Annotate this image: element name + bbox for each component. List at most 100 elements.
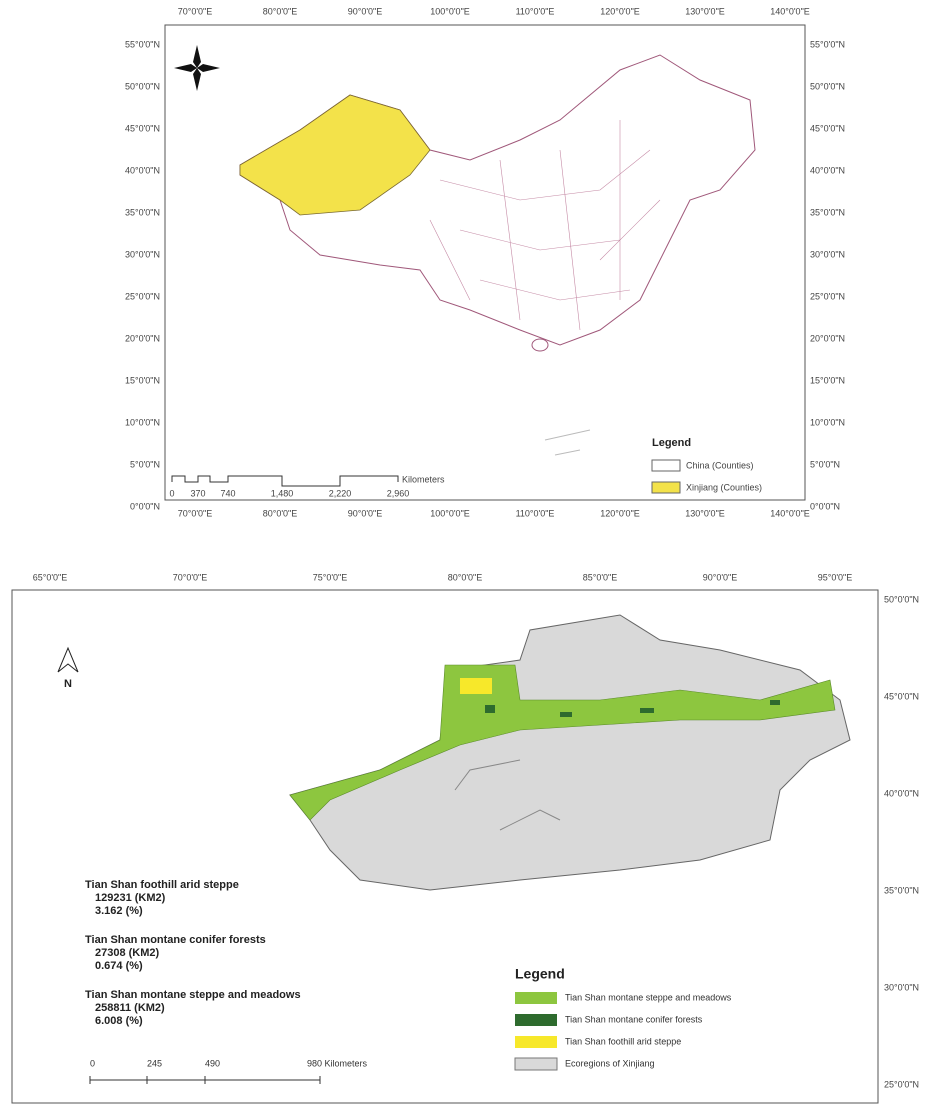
north-label: N xyxy=(64,678,72,690)
scale-label: 370 xyxy=(190,488,205,498)
lon-label: 70°0'0"E xyxy=(173,572,208,582)
lat-label: 35°0'0"N xyxy=(125,207,160,217)
lat-label: 20°0'0"N xyxy=(810,333,845,343)
top-scale-bar xyxy=(171,475,399,487)
legend-title: Legend xyxy=(515,966,565,982)
legend-item: Xinjiang (Counties) xyxy=(686,482,762,492)
legend-item: Tian Shan montane steppe and meadows xyxy=(565,992,732,1002)
north-arrow-bottom xyxy=(57,646,79,673)
scale-unit: Kilometers xyxy=(402,474,445,484)
lon-label: 85°0'0"E xyxy=(583,572,618,582)
lon-label: 100°0'0"E xyxy=(430,6,470,16)
lon-label: 75°0'0"E xyxy=(313,572,348,582)
scale-label: 490 xyxy=(205,1058,220,1068)
stat-area: 129231 (KM2) xyxy=(95,892,166,904)
scale-label: 1,480 xyxy=(271,488,294,498)
scale-label: 0 xyxy=(169,488,174,498)
montane-steppe-meadows xyxy=(289,664,836,821)
scale-label: 2,960 xyxy=(387,488,410,498)
lon-label: 140°0'0"E xyxy=(770,6,810,16)
montane-conifer-forests xyxy=(485,700,780,717)
scale-label: 245 xyxy=(147,1058,162,1068)
legend-swatch-china xyxy=(651,459,681,472)
lon-label: 70°0'0"E xyxy=(178,508,213,518)
stat-name: Tian Shan foothill arid steppe xyxy=(85,879,239,891)
xinjiang-region xyxy=(239,94,431,216)
lon-label: 65°0'0"E xyxy=(33,572,68,582)
stat-name: Tian Shan montane conifer forests xyxy=(85,934,266,946)
stat-area: 27308 (KM2) xyxy=(95,947,160,959)
stat-percent: 6.008 (%) xyxy=(95,1015,143,1027)
lon-label: 130°0'0"E xyxy=(685,508,725,518)
lon-label: 100°0'0"E xyxy=(430,508,470,518)
hainan xyxy=(531,338,549,352)
lat-label: 25°0'0"N xyxy=(125,291,160,301)
lat-label: 5°0'0"N xyxy=(810,459,840,469)
stat-name: Tian Shan montane steppe and meadows xyxy=(85,989,301,1001)
lat-label: 10°0'0"N xyxy=(125,417,160,427)
lat-label: 40°0'0"N xyxy=(884,788,919,798)
lat-label: 20°0'0"N xyxy=(125,333,160,343)
inner-lines xyxy=(454,759,561,831)
legend-item: Tian Shan foothill arid steppe xyxy=(565,1036,681,1046)
lat-label: 0°0'0"N xyxy=(810,501,840,511)
lat-label: 0°0'0"N xyxy=(130,501,160,511)
lon-label: 90°0'0"E xyxy=(348,6,383,16)
lat-label: 25°0'0"N xyxy=(810,291,845,301)
legend-swatch-ecoregions xyxy=(514,1057,558,1071)
foothill-arid-steppe xyxy=(460,678,492,694)
lat-label: 5°0'0"N xyxy=(130,459,160,469)
lat-label: 50°0'0"N xyxy=(884,594,919,604)
stat-area: 258811 (KM2) xyxy=(95,1002,165,1014)
lon-label: 130°0'0"E xyxy=(685,6,725,16)
lat-label: 45°0'0"N xyxy=(810,123,845,133)
lon-label: 80°0'0"E xyxy=(263,508,298,518)
lon-label: 80°0'0"E xyxy=(263,6,298,16)
lat-label: 45°0'0"N xyxy=(884,691,919,701)
legend-swatch-conifer xyxy=(515,1014,557,1026)
scale-label: 980 Kilometers xyxy=(307,1058,368,1068)
scale-label: 740 xyxy=(220,488,235,498)
north-arrow xyxy=(174,45,220,91)
lat-label: 15°0'0"N xyxy=(810,375,845,385)
lon-label: 120°0'0"E xyxy=(600,6,640,16)
lat-label: 40°0'0"N xyxy=(810,165,845,175)
lat-label: 30°0'0"N xyxy=(810,249,845,259)
lon-label: 70°0'0"E xyxy=(178,6,213,16)
lon-label: 90°0'0"E xyxy=(348,508,383,518)
lat-label: 30°0'0"N xyxy=(125,249,160,259)
lon-label: 110°0'0"E xyxy=(516,508,555,518)
legend-swatch-steppe xyxy=(515,992,557,1004)
lat-label: 50°0'0"N xyxy=(125,81,160,91)
lon-label: 80°0'0"E xyxy=(448,572,483,582)
lat-label: 30°0'0"N xyxy=(884,982,919,992)
lon-label: 90°0'0"E xyxy=(703,572,738,582)
lat-label: 35°0'0"N xyxy=(810,207,845,217)
lat-label: 50°0'0"N xyxy=(810,81,845,91)
islands xyxy=(544,429,591,456)
stat-percent: 3.162 (%) xyxy=(95,905,143,917)
legend-swatch-foothill xyxy=(515,1036,557,1048)
legend-swatch-xinjiang xyxy=(651,481,681,494)
lon-label: 140°0'0"E xyxy=(770,508,810,518)
lon-label: 120°0'0"E xyxy=(600,508,640,518)
legend-title: Legend xyxy=(652,437,691,449)
lat-label: 10°0'0"N xyxy=(810,417,845,427)
county-lines xyxy=(429,120,661,331)
legend-item: China (Counties) xyxy=(686,460,754,470)
lon-label: 110°0'0"E xyxy=(516,6,555,16)
lat-label: 40°0'0"N xyxy=(125,165,160,175)
scale-label: 2,220 xyxy=(329,488,352,498)
stat-percent: 0.674 (%) xyxy=(95,960,143,972)
lat-label: 35°0'0"N xyxy=(884,885,919,895)
lat-label: 15°0'0"N xyxy=(125,375,160,385)
legend-item: Ecoregions of Xinjiang xyxy=(565,1058,655,1068)
lat-label: 55°0'0"N xyxy=(810,39,845,49)
lat-label: 25°0'0"N xyxy=(884,1079,919,1089)
legend-item: Tian Shan montane conifer forests xyxy=(565,1014,703,1024)
xinjiang-ecoregions xyxy=(289,614,851,891)
lon-label: 95°0'0"E xyxy=(818,572,853,582)
lat-label: 55°0'0"N xyxy=(125,39,160,49)
bottom-scale-bar xyxy=(89,1076,321,1084)
